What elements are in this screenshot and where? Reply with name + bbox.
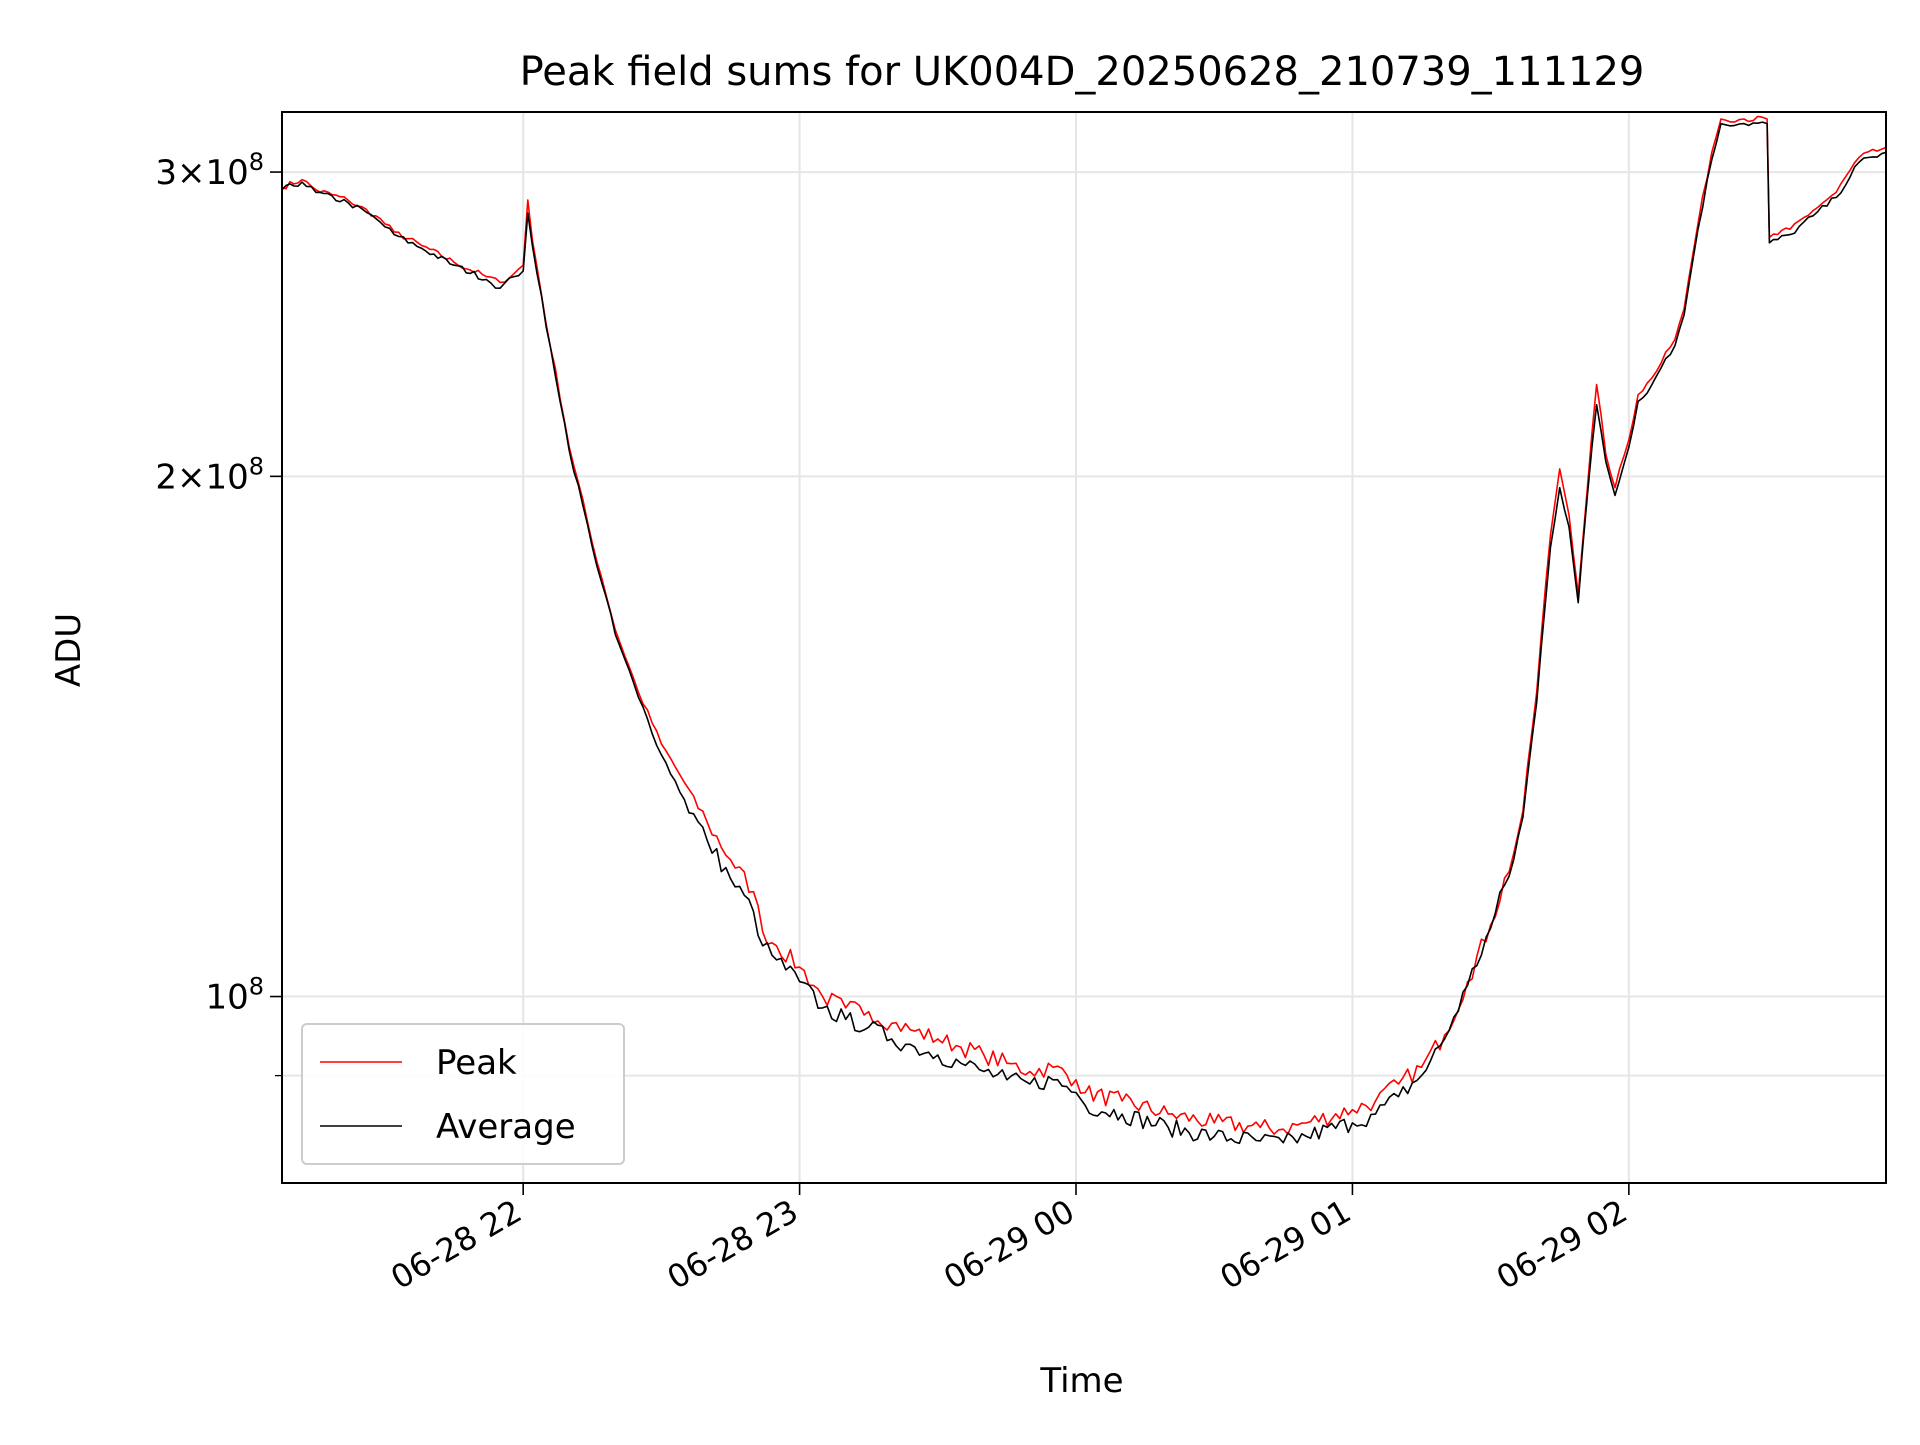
chart-title: Peak field sums for UK004D_20250628_2107… <box>520 49 1645 95</box>
x-tick-label: 06-29 01 <box>1214 1192 1358 1297</box>
legend: Peak Average <box>301 1023 625 1165</box>
y-tick-label: 108 <box>205 973 264 1018</box>
legend-label-peak: Peak <box>436 1043 517 1083</box>
y-axis-label: ADU <box>49 613 89 687</box>
legend-box <box>301 1023 625 1165</box>
x-tick-label: 06-28 23 <box>661 1192 805 1297</box>
x-axis-label: Time <box>1039 1361 1123 1401</box>
x-tick-label: 06-29 00 <box>937 1192 1081 1297</box>
y-tick-label: 2×108 <box>155 452 264 497</box>
series-line-average <box>281 121 1887 1145</box>
grid <box>282 112 1886 1183</box>
plot-frame <box>281 111 1887 1184</box>
x-tick-label: 06-28 22 <box>384 1192 528 1297</box>
legend-label-average: Average <box>436 1107 576 1147</box>
y-tick-label: 3×108 <box>155 148 264 193</box>
x-tick-label: 06-29 02 <box>1490 1192 1634 1297</box>
series-layer <box>281 115 1887 1145</box>
